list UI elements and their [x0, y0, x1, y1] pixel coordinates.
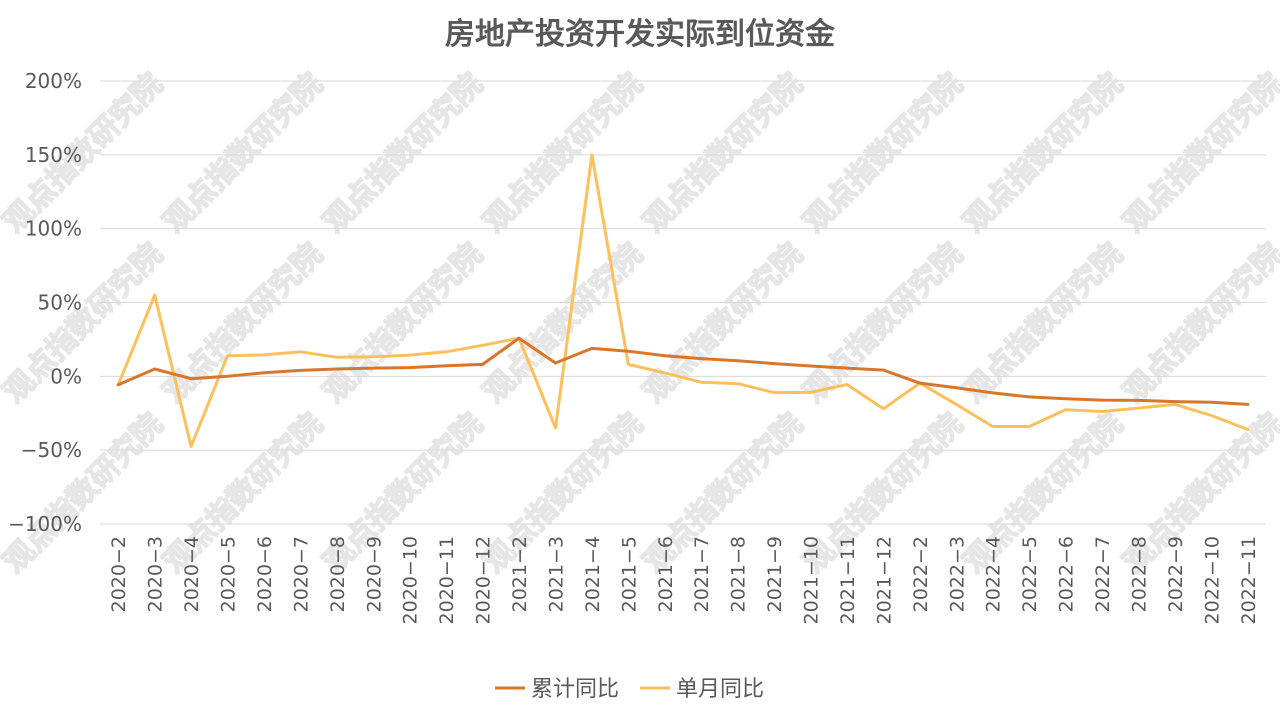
x-tick-label: 2022−8 [1128, 536, 1150, 612]
x-tick-label: 2022−6 [1056, 536, 1078, 612]
watermark-text: 观点指数研究院 [317, 237, 490, 410]
x-tick-label: 2020−9 [363, 536, 385, 612]
x-tick-label: 2020−11 [436, 536, 458, 624]
x-tick-label: 2022−7 [1092, 536, 1114, 612]
x-tick-label: 2021−3 [545, 536, 567, 612]
x-tick-label: 2020−12 [473, 536, 495, 624]
watermark-text: 观点指数研究院 [637, 67, 810, 240]
x-tick-label: 2020−8 [327, 536, 349, 612]
x-tick-label: 2022−2 [910, 536, 932, 612]
x-tick-label: 2020−2 [108, 536, 130, 612]
series-line-monthly-yoy [116, 153, 1250, 448]
x-tick-label: 2021−6 [655, 536, 677, 612]
y-tick-label: 200% [25, 69, 82, 93]
legend-label: 单月同比 [676, 677, 764, 702]
x-tick-label: 2022−5 [1019, 536, 1041, 612]
watermark-text: 观点指数研究院 [797, 67, 970, 240]
x-tick-label: 2020−5 [218, 536, 240, 612]
y-tick-label: −50% [21, 438, 82, 462]
x-tick-label: 2021−10 [801, 536, 823, 624]
y-axis: 200% 150% 100% 50% 0% −50% −100% [8, 69, 82, 536]
x-tick-label: 2020−7 [290, 536, 312, 612]
watermark-text: 观点指数研究院 [1117, 67, 1280, 240]
legend-label: 累计同比 [531, 677, 619, 702]
x-tick-label: 2022−10 [1201, 536, 1223, 624]
x-tick-label: 2020−3 [145, 536, 167, 612]
chart-title: 房地产投资开发实际到位资金 [445, 17, 836, 52]
x-tick-label: 2021−11 [837, 536, 859, 624]
x-tick-label: 2021−5 [618, 536, 640, 612]
watermark-text: 观点指数研究院 [477, 237, 650, 410]
x-tick-label: 2021−8 [728, 536, 750, 612]
x-tick-label: 2022−3 [946, 536, 968, 612]
x-tick-label: 2021−9 [764, 536, 786, 612]
y-tick-label: −100% [8, 512, 82, 536]
x-tick-label: 2020−10 [400, 536, 422, 624]
x-tick-label: 2022−4 [983, 536, 1005, 612]
x-tick-label: 2022−9 [1165, 536, 1187, 612]
x-tick-label: 2022−11 [1238, 536, 1260, 624]
x-tick-label: 2021−4 [582, 536, 604, 612]
watermark-text: 观点指数研究院 [157, 237, 330, 410]
watermark-text: 观点指数研究院 [797, 237, 970, 410]
watermark-text: 观点指数研究院 [317, 67, 490, 240]
watermark-text: 观点指数研究院 [477, 67, 650, 240]
legend: 累计同比 单月同比 [495, 677, 764, 702]
x-tick-label: 2021−7 [691, 536, 713, 612]
watermark-text: 观点指数研究院 [957, 237, 1130, 410]
x-axis: 2020−2 2020−3 2020−4 2020−5 2020−6 2020−7 2020… [108, 536, 1260, 624]
series-line-cumulative-yoy [116, 336, 1250, 406]
y-tick-label: 50% [38, 291, 82, 315]
watermark-layer: 观点指数研究院观点指数研究院观点指数研究院观点指数研究院观点指数研究院观点指数研… [0, 66, 1280, 581]
watermark-text: 观点指数研究院 [1117, 237, 1280, 410]
y-tick-label: 0% [50, 364, 82, 388]
x-tick-label: 2020−6 [254, 536, 276, 612]
x-tick-label: 2021−2 [509, 536, 531, 612]
y-tick-label: 150% [25, 143, 82, 167]
x-tick-label: 2020−4 [181, 536, 203, 612]
watermark-text: 观点指数研究院 [957, 67, 1130, 240]
series-lines [116, 153, 1250, 448]
x-tick-label: 2021−12 [873, 536, 895, 624]
watermark-text: 观点指数研究院 [157, 67, 330, 240]
y-tick-label: 100% [25, 217, 82, 241]
